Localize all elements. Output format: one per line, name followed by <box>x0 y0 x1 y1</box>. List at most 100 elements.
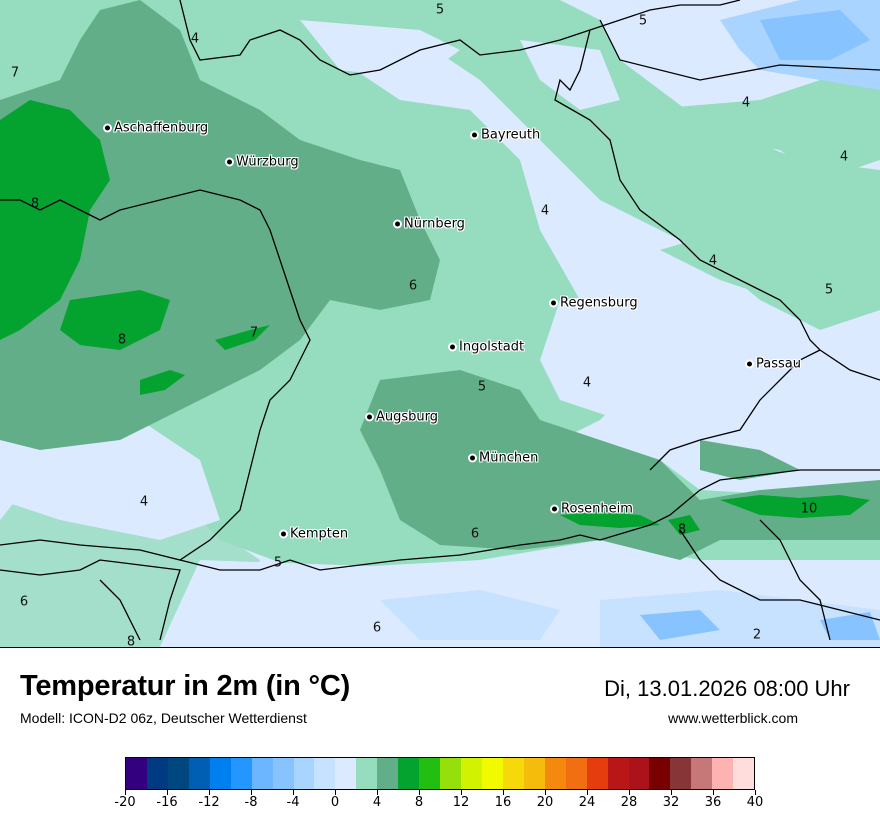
legend-tick <box>712 790 714 795</box>
legend-color-segment <box>712 758 734 789</box>
legend-color-segment <box>440 758 461 789</box>
city-regensburg: Regensburg <box>551 296 638 311</box>
temp-label: 4 <box>582 375 592 391</box>
legend-tick-label: 36 <box>704 795 722 810</box>
legend-color-segment <box>167 758 189 789</box>
legend-color-segment <box>146 758 168 789</box>
city-dot-icon <box>281 531 286 537</box>
temp-label: 4 <box>741 95 751 111</box>
legend-tick-label: -4 <box>286 795 300 810</box>
city-dot-icon <box>227 159 232 165</box>
legend-tick <box>376 790 378 795</box>
legend-tick-label: 16 <box>494 795 512 810</box>
city-label: Augsburg <box>376 409 439 425</box>
temp-label: 6 <box>470 526 480 542</box>
legend-tick <box>292 790 294 795</box>
legend-tick <box>670 790 672 795</box>
city-muenchen: München <box>470 451 538 466</box>
legend-tick <box>208 790 210 795</box>
city-wuerzburg: Würzburg <box>227 155 299 170</box>
legend-color-segment <box>461 758 482 789</box>
temp-label: 5 <box>824 282 834 298</box>
temp-label: 2 <box>752 627 762 643</box>
temp-label: 8 <box>117 332 127 348</box>
legend-tick-label: 32 <box>662 795 680 810</box>
temp-label: 8 <box>677 522 687 538</box>
legend-tick <box>754 790 756 795</box>
city-dot-icon <box>747 361 752 367</box>
legend-tick-label: 24 <box>578 795 596 810</box>
legend-color-segment <box>586 758 608 789</box>
temperature-map: 5 5 4 7 4 4 8 4 4 6 5 8 7 4 5 4 10 8 6 5… <box>0 0 880 648</box>
city-nuernberg: Nürnberg <box>395 217 465 232</box>
legend-tick-label: 20 <box>536 795 554 810</box>
model-source: Modell: ICON-D2 06z, Deutscher Wetterdie… <box>20 710 307 726</box>
temp-label: 5 <box>273 555 283 571</box>
legend-color-segment <box>126 758 147 789</box>
legend-tick-label: -16 <box>156 795 178 810</box>
legend-tick-label: -12 <box>198 795 220 810</box>
city-label: Aschaffenburg <box>114 120 209 136</box>
legend-color-segment <box>649 758 671 789</box>
temp-label: 7 <box>249 325 259 341</box>
legend-color-segment <box>481 758 503 789</box>
legend-tick-label: 0 <box>330 795 340 810</box>
city-dot-icon <box>105 125 110 131</box>
legend-color-segment <box>565 758 587 789</box>
legend-tick <box>166 790 168 795</box>
legend-tick <box>334 790 336 795</box>
city-ingolstadt: Ingolstadt <box>450 340 524 355</box>
legend-tick-label: 8 <box>414 795 424 810</box>
city-dot-icon <box>470 455 475 461</box>
legend-tick-label: -20 <box>114 795 136 810</box>
legend-color-segment <box>419 758 441 789</box>
legend-tick-label: -8 <box>244 795 258 810</box>
city-kempten: Kempten <box>281 527 348 542</box>
city-bayreuth: Bayreuth <box>472 128 540 143</box>
website-link: www.wetterblick.com <box>668 710 798 726</box>
legend-color-segment <box>628 758 650 789</box>
legend-color-segment <box>733 758 755 789</box>
legend-tick <box>544 790 546 795</box>
legend-tick-label: 40 <box>746 795 764 810</box>
temp-label: 8 <box>30 196 40 212</box>
legend-color-segment <box>398 758 420 789</box>
city-augsburg: Augsburg <box>367 410 438 425</box>
city-label: Regensburg <box>560 295 638 311</box>
temp-label: 4 <box>708 253 718 269</box>
map-field <box>0 0 880 647</box>
temp-label: 10 <box>800 501 818 517</box>
legend-tick <box>586 790 588 795</box>
legend-color-segment <box>251 758 273 789</box>
temp-label: 4 <box>139 494 149 510</box>
temp-label: 6 <box>408 278 418 294</box>
legend-color-segment <box>188 758 210 789</box>
legend-color-segment <box>502 758 524 789</box>
city-aschaffenburg: Aschaffenburg <box>105 121 208 136</box>
legend-tick-label: 28 <box>620 795 638 810</box>
legend-tick <box>124 790 126 795</box>
city-label: Kempten <box>290 526 349 542</box>
city-dot-icon <box>395 221 400 227</box>
legend-tick <box>418 790 420 795</box>
city-dot-icon <box>367 414 372 420</box>
temp-label: 4 <box>839 149 849 165</box>
temp-label: 6 <box>19 594 29 610</box>
city-dot-icon <box>551 300 556 306</box>
legend-color-segment <box>544 758 566 789</box>
legend-tick-label: 12 <box>452 795 470 810</box>
city-label: München <box>479 450 539 466</box>
legend-color-segment <box>230 758 252 789</box>
legend-tick-label: 4 <box>372 795 382 810</box>
legend-color-segment <box>335 758 357 789</box>
city-dot-icon <box>450 344 455 350</box>
legend-ticks: -20 -16 -12 -8 -4 0 4 8 12 16 20 24 28 32 36 40 <box>114 790 763 820</box>
legend-color-segment <box>272 758 294 789</box>
legend-color-segment <box>670 758 692 789</box>
legend-color-segment <box>293 758 315 789</box>
map-title: Temperatur in 2m (in °C) <box>20 670 351 702</box>
color-legend <box>125 757 755 790</box>
city-label: Bayreuth <box>481 127 541 143</box>
city-dot-icon <box>472 132 477 138</box>
city-label: Rosenheim <box>561 501 633 517</box>
